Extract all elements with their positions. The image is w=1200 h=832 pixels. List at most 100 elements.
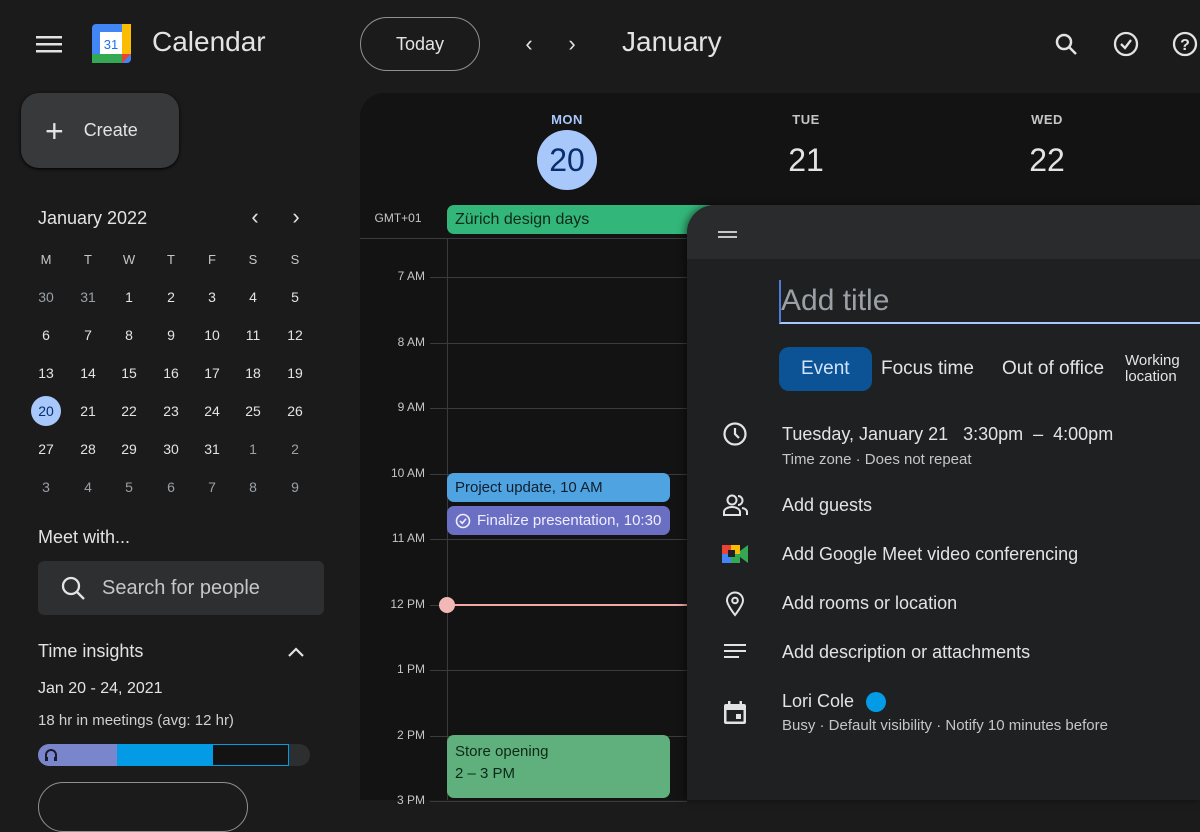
mini-day[interactable]: 14 (80, 365, 96, 381)
day-of-week: TUE (792, 112, 820, 127)
mini-day[interactable]: 3 (208, 289, 216, 305)
hour-gridline (430, 277, 687, 278)
event-store-opening[interactable]: Store opening 2 – 3 PM (447, 735, 670, 798)
add-guests-button[interactable]: Add guests (782, 495, 873, 515)
event-title: Project update, 10 AM (455, 479, 603, 496)
day-of-week: WED (1031, 112, 1063, 127)
mini-day[interactable]: 15 (121, 365, 137, 381)
current-time-dot (439, 597, 455, 613)
mini-day[interactable]: 25 (245, 403, 261, 419)
mini-day[interactable]: 1 (125, 289, 133, 305)
chevron-left-icon[interactable]: ‹ (525, 31, 533, 56)
weekday-label: S (248, 251, 258, 267)
time-insights-title: Time insights (38, 641, 144, 661)
date-time-picker[interactable]: Tuesday, January 21 3:30pm – 4:00pm (782, 424, 1114, 444)
event-title: Store opening (455, 743, 549, 760)
tab-working-location[interactable]: Working location (1125, 352, 1180, 385)
svg-text:31: 31 (104, 37, 118, 52)
mini-day[interactable]: 2 (167, 289, 175, 305)
mini-next-month-icon[interactable]: › (292, 204, 300, 229)
search-icon (61, 576, 85, 600)
drag-handle-icon[interactable] (718, 231, 737, 239)
today-button[interactable]: Today (360, 17, 480, 71)
hour-label: 2 PM (396, 727, 425, 742)
dialog-drag-bar[interactable] (687, 205, 1200, 259)
event-time: 2 – 3 PM (455, 765, 516, 782)
menu-icon[interactable] (34, 30, 64, 58)
mini-day[interactable]: 7 (84, 327, 92, 343)
mini-day[interactable]: 22 (121, 403, 137, 419)
help-icon[interactable]: ? (1170, 30, 1200, 58)
mini-day[interactable]: 29 (121, 441, 137, 457)
search-icon[interactable] (1052, 30, 1080, 58)
mini-day[interactable]: 31 (80, 289, 96, 305)
title-input[interactable]: Add title (779, 280, 1200, 324)
mini-day[interactable]: 2 (291, 441, 299, 457)
mini-day[interactable]: 31 (204, 441, 220, 457)
calendar-logo: 31 (92, 24, 131, 63)
tab-focus-time[interactable]: Focus time (881, 358, 974, 379)
mini-day[interactable]: 1 (249, 441, 257, 457)
mini-day[interactable]: 6 (42, 327, 50, 343)
day-date-button[interactable]: 21 (788, 141, 824, 178)
tab-out-of-office[interactable]: Out of office (1002, 358, 1105, 379)
mini-day[interactable]: 6 (167, 479, 175, 495)
mini-day[interactable]: 19 (287, 365, 303, 381)
mini-day[interactable]: 13 (38, 365, 54, 381)
mini-day[interactable]: 8 (249, 479, 257, 495)
mini-day[interactable]: 7 (208, 479, 216, 495)
mini-prev-month-icon[interactable]: ‹ (251, 204, 259, 229)
hour-gridline (430, 670, 687, 671)
insights-segment-meetings (117, 744, 212, 766)
mini-day[interactable]: 8 (125, 327, 133, 343)
mini-day[interactable]: 23 (163, 403, 179, 419)
create-button[interactable]: + Create (21, 93, 179, 168)
mini-day[interactable]: 11 (245, 327, 261, 343)
day-date-button[interactable]: 22 (1029, 141, 1065, 178)
search-people-input[interactable]: Search for people (38, 561, 324, 615)
mini-day[interactable]: 5 (291, 289, 299, 305)
mini-day[interactable]: 17 (204, 365, 220, 381)
availability-settings[interactable]: Busy · Default visibility · Notify 10 mi… (782, 717, 1108, 734)
mini-day[interactable]: 10 (204, 327, 220, 343)
day-date-button[interactable]: 20 (537, 130, 597, 190)
clock-icon (722, 421, 748, 447)
mini-day[interactable]: 18 (245, 365, 261, 381)
mini-day[interactable]: 9 (291, 479, 299, 495)
mini-day[interactable]: 30 (38, 289, 54, 305)
all-day-event[interactable]: Zürich design days (447, 205, 727, 234)
mini-day[interactable]: 16 (163, 365, 179, 381)
location-pin-icon (722, 591, 748, 617)
add-meet-button[interactable]: Add Google Meet video conferencing (782, 544, 1079, 564)
mini-day[interactable]: 12 (287, 327, 303, 343)
tasks-check-icon[interactable] (1112, 30, 1140, 58)
hour-label: 8 AM (397, 334, 425, 349)
mini-day[interactable]: 4 (249, 289, 257, 305)
mini-day[interactable]: 9 (167, 327, 175, 343)
create-label: Create (83, 120, 138, 140)
calendar-selector[interactable]: Lori Cole (782, 691, 887, 712)
chevron-up-icon[interactable] (284, 640, 308, 664)
add-location-button[interactable]: Add rooms or location (782, 593, 958, 613)
task-finalize-presentation[interactable]: Finalize presentation, 10:30 (447, 506, 670, 535)
mini-day[interactable]: 30 (163, 441, 179, 457)
weekday-label: T (167, 251, 175, 267)
weekday-label: S (290, 251, 300, 267)
mini-day[interactable]: 4 (84, 479, 92, 495)
insights-segment-focus (38, 744, 117, 766)
more-insights-button[interactable] (38, 782, 248, 832)
mini-day[interactable]: 28 (80, 441, 96, 457)
mini-day[interactable]: 24 (204, 403, 220, 419)
timezone-recurrence-link[interactable]: Time zone · Does not repeat (782, 451, 972, 468)
search-placeholder: Search for people (102, 576, 260, 599)
mini-day-selected[interactable]: 20 (31, 396, 61, 426)
mini-day[interactable]: 3 (42, 479, 50, 495)
add-description-button[interactable]: Add description or attachments (782, 642, 1031, 662)
tab-event[interactable]: Event (779, 347, 872, 391)
chevron-right-icon[interactable]: › (568, 31, 576, 56)
mini-day[interactable]: 5 (125, 479, 133, 495)
event-project-update[interactable]: Project update, 10 AM (447, 473, 670, 502)
mini-day[interactable]: 27 (38, 441, 54, 457)
mini-day[interactable]: 26 (287, 403, 303, 419)
mini-day[interactable]: 21 (80, 403, 96, 419)
